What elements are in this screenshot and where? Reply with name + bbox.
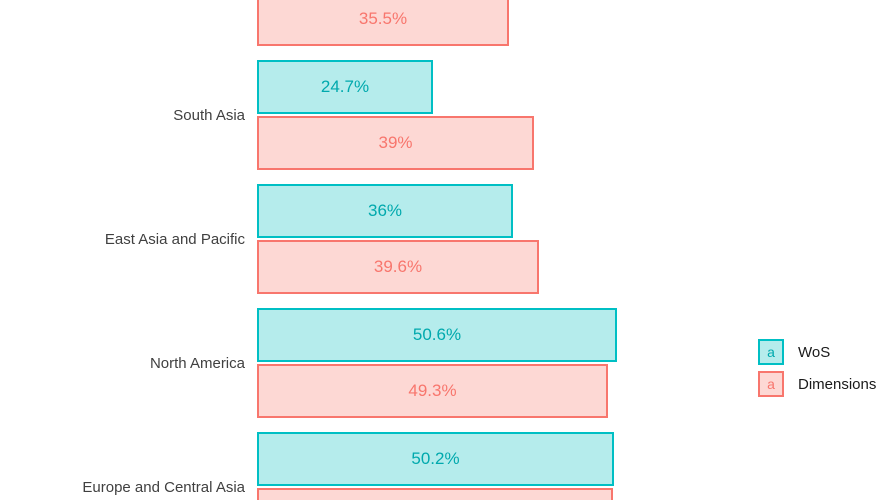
bar-value-label: 39% (378, 133, 413, 152)
legend-entry-dimensions: a Dimensions (758, 371, 876, 397)
bar-value-label: 50.6% (412, 325, 462, 344)
bar-dimensions: 35.5% (257, 0, 509, 46)
legend: a WoS a Dimensions (758, 339, 876, 403)
bar-value-label: 50.2% (411, 449, 460, 468)
bar-wos: 50.2% (257, 432, 614, 486)
bar-dimensions: 39.6% (257, 240, 539, 294)
category-label: North America (149, 355, 245, 372)
legend-label-dimensions: Dimensions (798, 375, 877, 393)
bar-dimensions (257, 488, 613, 500)
bar-dimensions: 49.3% (257, 364, 608, 418)
category-label: South Asia (173, 107, 245, 124)
bar-value-label: 49.3% (408, 381, 457, 400)
bar-value-label: 36% (367, 201, 403, 220)
category-label: East Asia and Pacific (104, 231, 245, 248)
legend-key-letter-dimensions: a (767, 376, 775, 392)
legend-key-dimensions: a (758, 371, 784, 397)
legend-label-wos: WoS (798, 343, 831, 361)
bar-value-label: 24.7% (320, 77, 370, 96)
legend-key-letter-wos: a (767, 344, 775, 360)
bar-dimensions: 39% (257, 116, 534, 170)
bar-value-label: 39.6% (373, 257, 423, 276)
category-label: Europe and Central Asia (82, 479, 245, 496)
legend-key-wos: a (758, 339, 784, 365)
legend-entry-wos: a WoS (758, 339, 876, 365)
bar-value-label: 35.5% (358, 9, 408, 28)
bar-wos: 50.6% (257, 308, 617, 362)
bar-wos: 36% (257, 184, 513, 238)
bar-wos: 24.7% (257, 60, 433, 114)
